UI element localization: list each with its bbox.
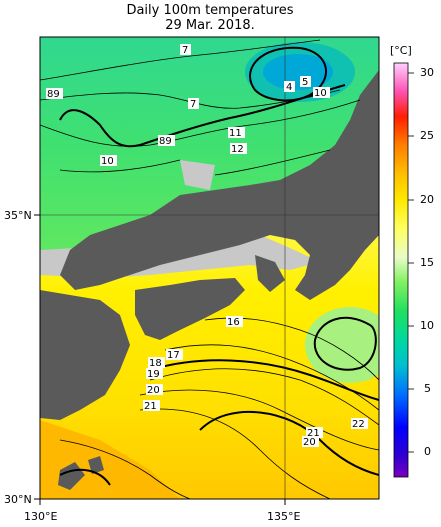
map-area: 7 89 7 4 5 10 89 11 12 10 16 17 18	[40, 37, 379, 499]
colorbar-tick-10: 10	[420, 319, 434, 332]
contour-label: 11	[229, 128, 242, 139]
shikoku-land	[135, 278, 245, 340]
contour-label: 20	[147, 385, 160, 396]
bold-contours	[59, 46, 379, 486]
colorbar	[393, 62, 409, 478]
contour-label: 21	[307, 428, 320, 439]
kii-land	[255, 255, 285, 292]
nodata-north	[180, 160, 215, 190]
colorbar-unit: [°C]	[390, 44, 412, 57]
contour-label: 7	[182, 45, 188, 56]
contour-label: 19	[147, 369, 160, 380]
contour-labels: 7 89 7 4 5 10 89 11 12 10 16 17 18	[46, 44, 368, 448]
contour-label: 10	[101, 156, 114, 167]
contour-label: 89	[159, 136, 172, 147]
map-date: 29 Mar. 2018.	[165, 18, 255, 33]
cold-core	[263, 54, 333, 90]
contour-label: 18	[149, 358, 162, 369]
lat-label-30n: 30°N	[4, 493, 32, 506]
contour-label: 16	[227, 317, 240, 328]
contour-label: 22	[352, 419, 365, 430]
contour-label: 4	[286, 82, 292, 93]
colorbar-tick-0: 0	[424, 445, 431, 458]
colorbar-tick-20: 20	[420, 193, 434, 206]
colorbar-ticks	[408, 72, 414, 453]
lon-label-135e: 135°E	[267, 510, 301, 523]
contour-label: 12	[231, 144, 244, 155]
lon-label-130e: 130°E	[24, 510, 58, 523]
contour-label: 7	[190, 99, 196, 110]
colorbar-tick-25: 25	[420, 129, 434, 142]
colorbar-tick-15: 15	[420, 256, 434, 269]
colorbar-tick-5: 5	[424, 382, 431, 395]
honshu-land	[60, 70, 379, 300]
contour-label: 10	[314, 88, 327, 99]
contour-label: 17	[167, 350, 180, 361]
contour-label: 21	[144, 401, 157, 412]
kyushu-land	[40, 290, 130, 420]
contour-label: 89	[47, 89, 60, 100]
lat-label-35n: 35°N	[4, 209, 32, 222]
contour-label: 5	[302, 77, 308, 88]
map-frame	[39, 36, 380, 500]
contour-label: 20	[303, 437, 316, 448]
colorbar-tick-30: 30	[420, 66, 434, 79]
island-small	[88, 456, 104, 474]
map-title: Daily 100m temperatures	[126, 3, 294, 18]
